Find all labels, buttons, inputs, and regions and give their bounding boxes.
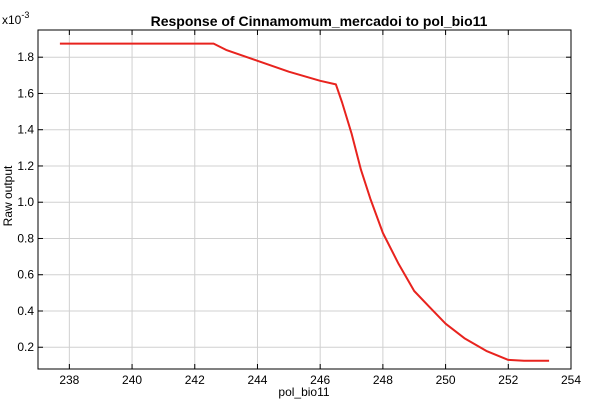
plot-frame	[37, 29, 572, 370]
x-tick-label: 254	[561, 373, 581, 387]
chart-title: Response of Cinnamomum_mercadoi to pol_b…	[151, 13, 488, 29]
y-multiplier-exponent: -3	[21, 10, 29, 20]
x-tick-label: 238	[59, 373, 79, 387]
x-tick-label: 248	[373, 373, 393, 387]
y-tick-label: 1.8	[17, 50, 34, 64]
y-axis: 0.2 0.4 0.6 0.8 1.0 1.2 1.4 1.6 1.8	[17, 50, 571, 354]
y-tick-label: 1.0	[17, 195, 34, 209]
x-axis: 238 240 242 244 246 248 250 252 254	[59, 30, 581, 387]
x-tick-label: 246	[310, 373, 330, 387]
y-tick-label: 0.6	[17, 268, 34, 282]
y-tick-label: 1.2	[17, 159, 34, 173]
y-tick-label: 0.2	[17, 340, 34, 354]
series-layer	[59, 42, 550, 362]
y-tick-label: 1.6	[17, 86, 34, 100]
y-tick-label: 1.4	[17, 123, 34, 137]
x-tick-label: 242	[185, 373, 205, 387]
x-tick-label: 250	[436, 373, 456, 387]
y-tick-label: 0.4	[17, 304, 34, 318]
y-axis-label: Raw output	[1, 165, 15, 226]
x-tick-label: 244	[247, 373, 267, 387]
x-axis-label: pol_bio11	[278, 385, 329, 399]
y-tick-label: 0.8	[17, 231, 34, 245]
x-tick-label: 252	[498, 373, 518, 387]
x-tick-label: 240	[122, 373, 142, 387]
grid-lines	[38, 30, 572, 369]
y-multiplier-base: x10	[2, 13, 22, 27]
series-line	[59, 42, 550, 362]
y-multiplier: x10-3	[2, 10, 29, 27]
